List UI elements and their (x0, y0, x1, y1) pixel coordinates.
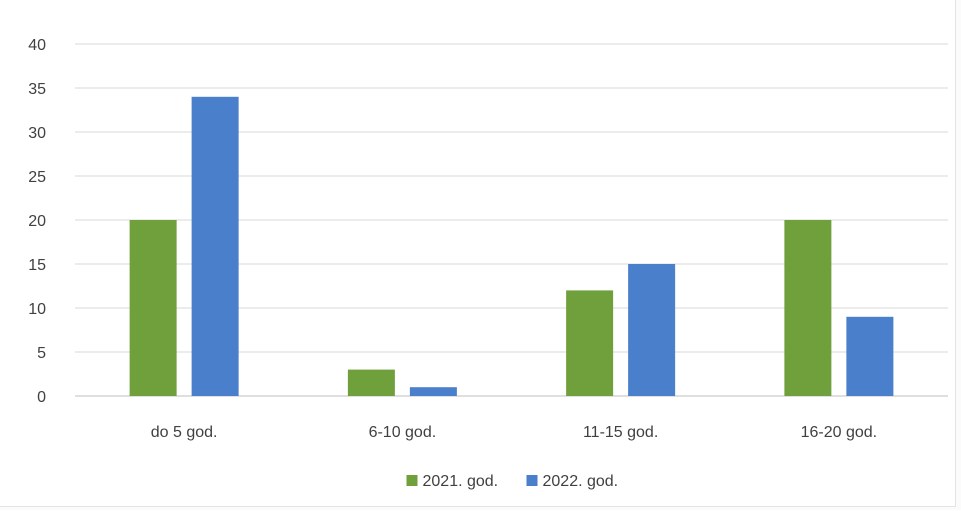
bar-2022-2 (628, 264, 675, 396)
bar-2021-2 (566, 290, 613, 396)
legend-label: 2021. god. (423, 473, 499, 490)
bars (130, 97, 894, 396)
bar-2021-1 (348, 370, 395, 396)
legend-swatch (407, 475, 418, 486)
y-tick-label: 0 (37, 389, 46, 406)
x-category-label: 16-20 god. (801, 424, 878, 441)
y-tick-label: 40 (28, 37, 46, 54)
legend-label: 2022. god. (543, 473, 619, 490)
y-tick-label: 20 (28, 213, 46, 230)
legend: 2021. god. 2022. god. (407, 473, 619, 490)
x-category-label: 11-15 god. (583, 424, 658, 441)
y-tick-label: 30 (28, 125, 46, 142)
y-axis-ticks: 0 5 10 15 20 25 30 35 40 (28, 37, 46, 406)
x-category-label: do 5 god. (151, 424, 218, 441)
y-tick-label: 25 (28, 169, 46, 186)
y-tick-label: 5 (37, 345, 46, 362)
bar-2022-3 (846, 317, 893, 396)
x-category-label: 6-10 god. (369, 424, 437, 441)
y-tick-label: 10 (28, 301, 46, 318)
bar-2022-1 (410, 387, 457, 396)
x-axis-labels: do 5 god. 6-10 god. 11-15 god. 16-20 god. (151, 424, 877, 441)
y-tick-label: 35 (28, 81, 46, 98)
bar-2021-0 (130, 220, 177, 396)
bar-2021-3 (784, 220, 831, 396)
bar-2022-0 (192, 97, 239, 396)
legend-swatch (527, 475, 538, 486)
y-tick-label: 15 (28, 257, 46, 274)
